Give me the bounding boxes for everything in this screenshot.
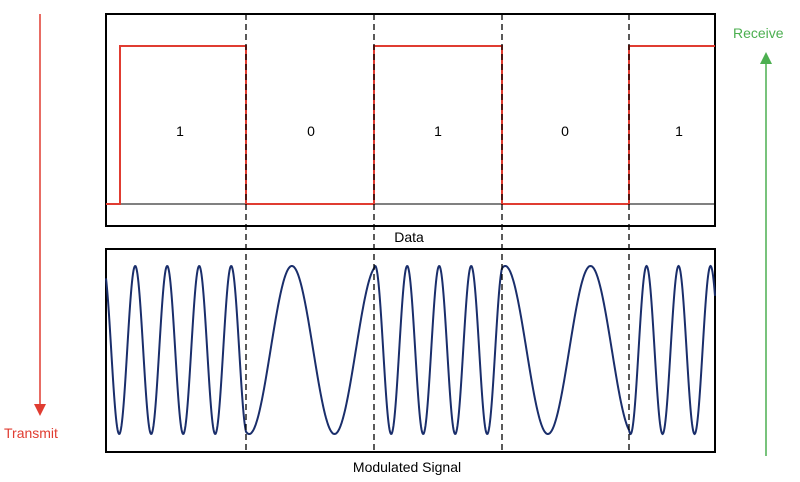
bit-label: 0 [307,123,315,139]
data-panel-frame [105,13,716,227]
bit-label: 1 [434,123,442,139]
bit-label: 1 [675,123,683,139]
receive-label: Receive [733,25,784,41]
transmit-arrow [34,14,46,416]
bit-label: 0 [561,123,569,139]
receive-arrow [760,52,772,456]
bit-label: 1 [176,123,184,139]
data-caption: Data [394,229,424,245]
modulated-signal-wave [105,264,716,436]
bit-labels: 1 0 1 0 1 [176,123,683,139]
bit-boundaries [245,14,630,452]
signal-caption: Modulated Signal [353,459,461,475]
transmit-label: Transmit [4,425,58,441]
